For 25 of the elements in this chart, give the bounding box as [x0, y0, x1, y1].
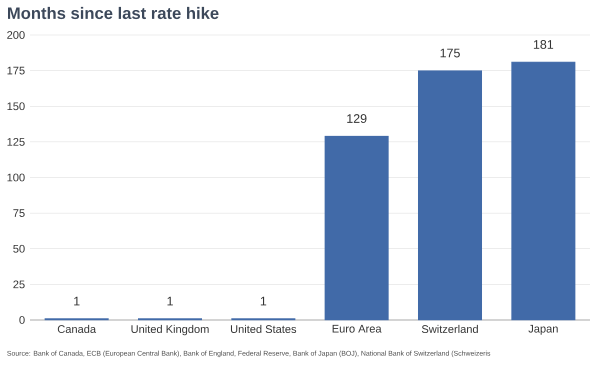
data-label: 1 [167, 296, 173, 306]
y-tick-label: 100 [7, 174, 25, 182]
data-label: 175 [440, 48, 460, 58]
y-tick-label: 50 [13, 244, 25, 253]
data-label: 1 [74, 296, 80, 306]
bar [418, 70, 482, 320]
y-tick-label: 0 [19, 316, 25, 324]
x-tick-label: Switzerland [422, 324, 478, 334]
data-label: 1 [260, 296, 266, 306]
y-tick-label: 175 [7, 66, 25, 74]
bar [511, 62, 576, 320]
y-tick-label: 125 [7, 138, 25, 146]
x-tick-label: Japan [528, 324, 558, 335]
y-tick-label: 25 [13, 280, 25, 288]
x-tick-label: United States [230, 324, 296, 334]
x-tick-label: United Kingdom [131, 324, 209, 336]
x-tick-label: Euro Area [332, 324, 382, 333]
chart-title: Months since last rate hike [8, 6, 219, 20]
data-label: 129 [347, 114, 366, 123]
data-label: 181 [534, 40, 554, 49]
y-tick-label: 75 [13, 209, 25, 217]
y-tick-label: 200 [7, 31, 25, 39]
y-tick-label: 150 [7, 102, 25, 110]
x-tick-label: Canada [58, 324, 96, 334]
bar [324, 136, 389, 320]
